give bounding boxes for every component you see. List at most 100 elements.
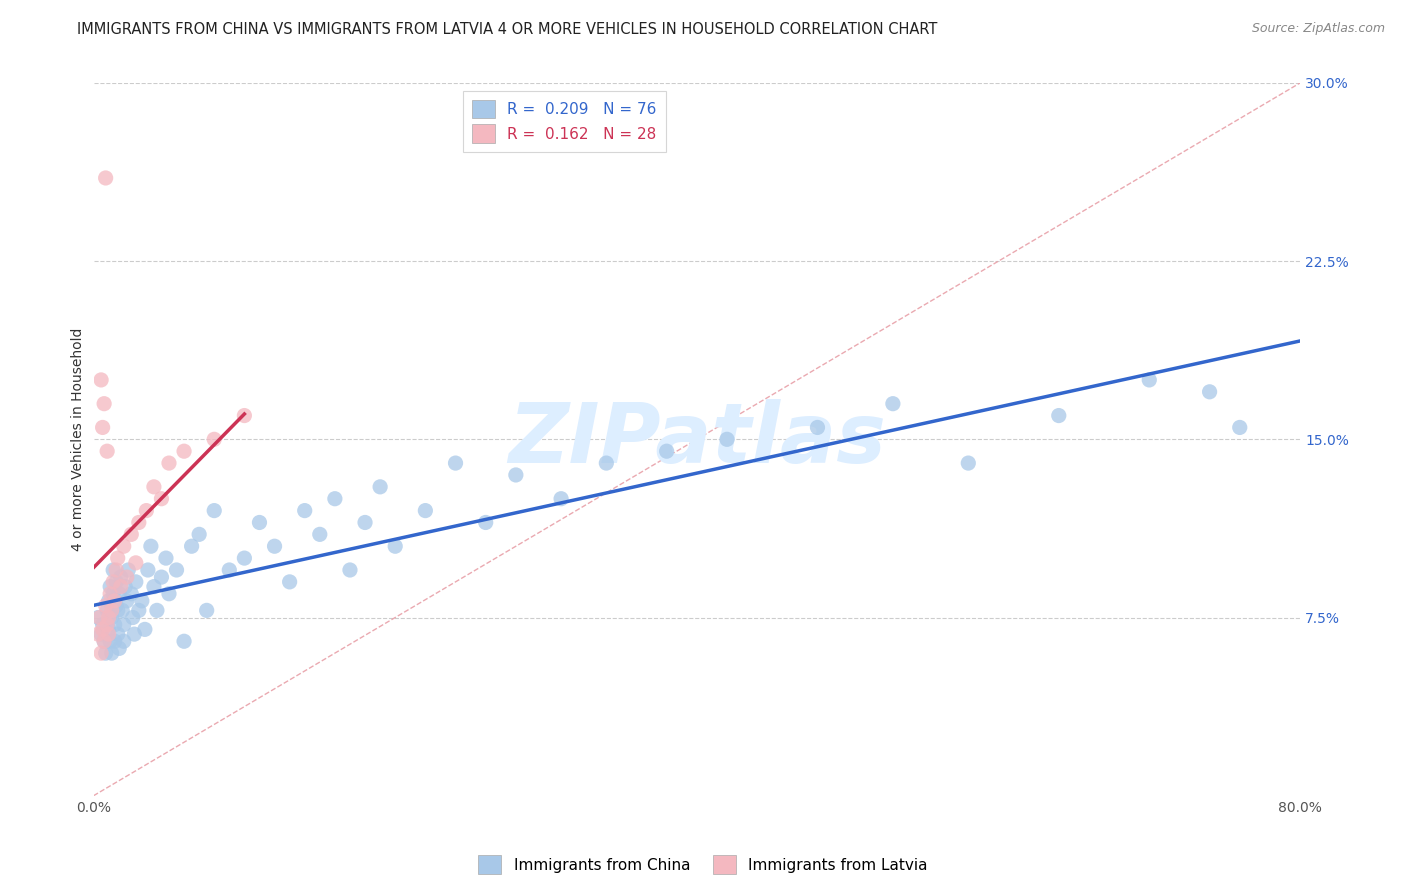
Point (150, 491, 173, 506)
Point (135, 503, 157, 517)
Point (108, 641, 131, 656)
Point (90, 627, 112, 641)
Point (368, 480, 391, 494)
Point (125, 556, 148, 570)
Point (87, 610, 110, 624)
Point (806, 420, 828, 434)
Point (550, 491, 572, 506)
Point (180, 539, 202, 553)
Point (91, 623, 114, 637)
Point (354, 516, 377, 530)
Point (166, 563, 188, 577)
Point (107, 627, 129, 641)
Point (173, 634, 195, 648)
Point (105, 574, 128, 589)
Point (112, 617, 135, 632)
Point (100, 610, 122, 624)
Point (384, 539, 406, 553)
Point (125, 574, 148, 589)
Point (139, 539, 162, 553)
Point (882, 397, 904, 411)
Point (249, 516, 271, 530)
Point (263, 539, 285, 553)
Point (93, 634, 115, 648)
Point (94, 171, 117, 186)
Text: Source: ZipAtlas.com: Source: ZipAtlas.com (1251, 22, 1385, 36)
Point (87, 627, 110, 641)
Point (121, 610, 143, 624)
Point (136, 563, 159, 577)
Point (294, 503, 316, 517)
Point (134, 623, 156, 637)
Point (112, 539, 135, 553)
Point (188, 527, 211, 541)
Point (98, 587, 121, 601)
Point (104, 594, 127, 608)
Text: IMMIGRANTS FROM CHINA VS IMMIGRANTS FROM LATVIA 4 OR MORE VEHICLES IN HOUSEHOLD : IMMIGRANTS FROM CHINA VS IMMIGRANTS FROM… (77, 22, 938, 37)
Point (115, 570, 138, 584)
Legend: Immigrants from China, Immigrants from Latvia: Immigrants from China, Immigrants from L… (472, 849, 934, 880)
Point (110, 570, 132, 584)
Point (157, 456, 180, 470)
Point (278, 574, 301, 589)
Point (105, 563, 128, 577)
Point (112, 634, 135, 648)
Point (96, 617, 118, 632)
Point (595, 456, 617, 470)
Legend: R =  0.209   N = 76, R =  0.162   N = 28: R = 0.209 N = 76, R = 0.162 N = 28 (463, 91, 666, 153)
Point (101, 563, 124, 577)
Point (233, 409, 256, 423)
Point (150, 570, 173, 584)
Point (146, 603, 169, 617)
Point (111, 603, 134, 617)
Point (94, 599, 117, 613)
Point (142, 480, 165, 494)
Point (90, 646, 112, 660)
Point (444, 456, 467, 470)
Point (957, 456, 980, 470)
Point (93, 397, 115, 411)
Point (655, 444, 678, 458)
Point (97, 610, 120, 624)
Point (128, 516, 150, 530)
Point (101, 574, 124, 589)
Point (1137, 373, 1160, 387)
Y-axis label: 4 or more Vehicles in Household: 4 or more Vehicles in Household (72, 327, 86, 551)
Point (117, 563, 139, 577)
Point (98, 580, 121, 594)
Point (110, 580, 132, 594)
Point (97, 594, 120, 608)
Point (89, 610, 111, 624)
Point (94, 646, 117, 660)
Point (1047, 409, 1070, 423)
Point (97, 623, 120, 637)
Point (107, 603, 129, 617)
Point (505, 467, 527, 482)
Point (90, 373, 112, 387)
Point (131, 594, 153, 608)
Point (415, 503, 437, 517)
Point (157, 587, 180, 601)
Point (104, 634, 127, 648)
Point (96, 603, 118, 617)
Point (155, 551, 177, 566)
Point (101, 587, 124, 601)
Point (339, 563, 361, 577)
Point (323, 491, 346, 506)
Point (218, 563, 240, 577)
Point (120, 587, 142, 601)
Point (91, 420, 114, 434)
Point (96, 444, 118, 458)
Point (115, 594, 138, 608)
Point (104, 617, 127, 632)
Point (173, 444, 195, 458)
Point (128, 603, 150, 617)
Point (308, 527, 330, 541)
Point (202, 433, 225, 447)
Point (195, 603, 218, 617)
Point (107, 551, 129, 566)
Point (124, 627, 146, 641)
Point (93, 634, 115, 648)
Point (114, 580, 136, 594)
Point (716, 433, 738, 447)
